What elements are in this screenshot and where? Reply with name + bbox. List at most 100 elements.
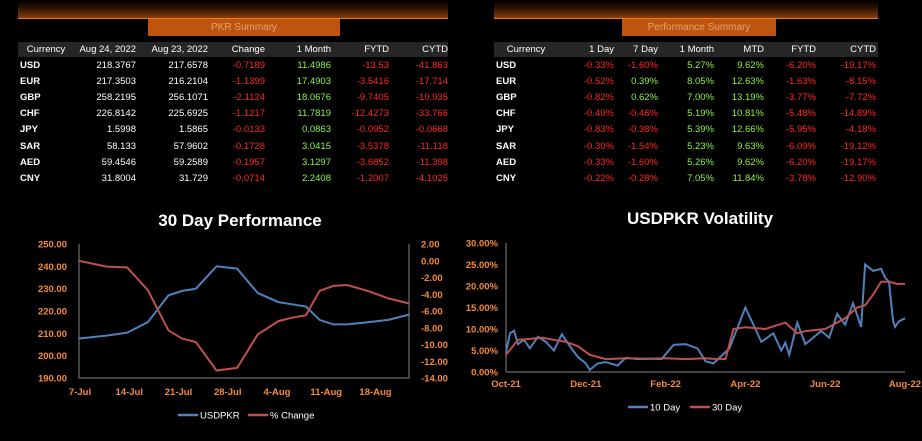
value-cell: -1.1217 <box>232 108 265 120</box>
y-tick-label: 15.00% <box>466 303 499 314</box>
value-cell: 217.6578 <box>168 59 208 71</box>
table-row: AED -0.33% -1.60% 5.26% 9.62% -6.20% -19.17% <box>496 154 876 170</box>
column-header: FYTD <box>364 44 389 55</box>
value-cell: -3.6852 <box>356 156 389 168</box>
currency-cell: JPY <box>496 124 514 136</box>
value-cell: -4.18% <box>845 124 876 136</box>
value-cell: -19.12% <box>840 140 876 152</box>
value-cell: 226.8142 <box>96 108 136 120</box>
value-cell: 218.3767 <box>96 59 136 71</box>
currency-cell: USD <box>496 59 517 71</box>
x-tick-label: Oct-21 <box>491 379 521 390</box>
performance-summary-header-strip <box>494 42 878 57</box>
value-cell: -1.2007 <box>356 172 389 184</box>
y-right-tick-label: -4.00 <box>421 290 443 301</box>
series-line-usdpkr <box>78 265 410 340</box>
x-tick-label: 21-Jul <box>165 387 192 398</box>
value-cell: -1.54% <box>627 140 658 152</box>
currency-cell: SAR <box>496 140 517 152</box>
table-row: AED 59.4546 59.2589 -0.1957 3.1297 -3.6852 -11… <box>20 154 448 170</box>
x-tick-label: Apr-22 <box>730 379 760 390</box>
value-cell: -1.63% <box>785 75 816 87</box>
table-row: SAR -0.30% -1.54% 5.23% 9.63% -6.09% -19.12% <box>496 138 876 154</box>
series-line-10-day <box>505 262 906 372</box>
value-cell: -41.863 <box>415 59 448 71</box>
value-cell: -0.0668 <box>415 124 448 136</box>
currency-cell: CNY <box>20 172 41 184</box>
value-cell: -5.48% <box>785 108 816 120</box>
value-cell: 5.39% <box>687 124 714 136</box>
x-tick-label: 14-Jul <box>116 387 143 398</box>
table-row: SAR 58.133 57.9602 -0.1728 3.0415 -3.5378 -11.… <box>20 138 448 154</box>
value-cell: -0.7189 <box>232 59 265 71</box>
y-right-tick-label: 2.00 <box>421 240 440 251</box>
table-row: GBP 258.2195 256.1071 -2.1124 18.0676 -9.7405… <box>20 89 448 105</box>
value-cell: 1.5998 <box>106 124 136 136</box>
x-tick-label: 11-Aug <box>310 387 342 398</box>
value-cell: -12.4273 <box>351 108 389 120</box>
y-right-tick-label: 0.00 <box>421 256 440 267</box>
value-cell: -1.60% <box>627 59 658 71</box>
value-cell: 12.63% <box>731 75 764 87</box>
x-tick-label: Dec-21 <box>570 379 602 390</box>
value-cell: -14.89% <box>840 108 876 120</box>
column-header: CYTD <box>422 44 448 55</box>
legend-label: % Change <box>270 411 314 422</box>
table-row: EUR -0.52% 0.39% 8.05% 12.63% -1.63% -8.15% <box>496 73 876 89</box>
y-left-tick-label: 200.00 <box>38 351 67 362</box>
value-cell: 8.05% <box>687 75 714 87</box>
table-row: CHF 226.8142 225.6925 -1.1217 11.7819 -12.427… <box>20 106 448 122</box>
value-cell: 217.3503 <box>96 75 136 87</box>
value-cell: 7.00% <box>687 91 714 103</box>
chart-30-day-performance: 190.00 200.00 210.00 220.00 230.00 240.00 250.… <box>38 240 448 422</box>
value-cell: 17.4903 <box>296 75 331 87</box>
value-cell: 11.4986 <box>297 59 331 71</box>
table-row: CNY -0.22% -0.28% 7.05% 11.84% -3.78% -12.90% <box>496 170 876 186</box>
value-cell: -0.0952 <box>356 124 389 136</box>
currency-cell: CNY <box>496 172 517 184</box>
value-cell: -12.90% <box>840 172 876 184</box>
pkr-summary-banner <box>18 0 448 19</box>
value-cell: -11.118 <box>417 140 448 152</box>
chart-title-30-day-performance: 30 Day Performance <box>158 211 322 230</box>
value-cell: 59.4546 <box>101 156 136 168</box>
value-cell: -0.1728 <box>232 140 265 152</box>
table-row: USD 218.3767 217.6578 -0.7189 11.4986 -13.53 -… <box>20 57 448 73</box>
value-cell: -0.49% <box>583 108 614 120</box>
value-cell: -0.1957 <box>232 156 265 168</box>
y-tick-label: 0.00% <box>471 368 498 379</box>
y-right-tick-label: -10.00 <box>421 340 448 351</box>
value-cell: 225.6925 <box>168 108 208 120</box>
value-cell: 11.84% <box>732 172 764 184</box>
value-cell: -0.22% <box>583 172 614 184</box>
value-cell: -19.17% <box>840 156 876 168</box>
value-cell: 5.27% <box>687 59 714 71</box>
currency-cell: GBP <box>20 91 41 103</box>
x-tick-label: Feb-22 <box>650 379 681 390</box>
value-cell: -0.0714 <box>232 172 265 184</box>
value-cell: 256.1071 <box>168 91 208 103</box>
value-cell: 258.2195 <box>96 91 136 103</box>
value-cell: 59.2589 <box>173 156 208 168</box>
value-cell: 18.0676 <box>296 91 331 103</box>
value-cell: 11.7819 <box>297 108 331 120</box>
value-cell: 3.0415 <box>301 140 331 152</box>
value-cell: -0.38% <box>627 124 658 136</box>
value-cell: 9.62% <box>737 156 764 168</box>
table-row: JPY -0.83% -0.38% 5.39% 12.66% -5.95% -4.18% <box>496 122 876 138</box>
currency-cell: JPY <box>20 124 38 136</box>
column-header: MTD <box>743 44 764 55</box>
pkr-summary-title: PKR Summary <box>148 19 340 36</box>
value-cell: -0.52% <box>583 75 614 87</box>
series-line--change <box>78 259 410 372</box>
y-right-tick-label: -2.00 <box>421 273 443 284</box>
value-cell: 2.2408 <box>301 172 331 184</box>
y-left-tick-label: 190.00 <box>38 374 67 385</box>
value-cell: -0.82% <box>583 91 614 103</box>
value-cell: -3.78% <box>785 172 816 184</box>
value-cell: 3.1297 <box>301 156 331 168</box>
value-cell: -1.60% <box>627 156 658 168</box>
currency-cell: CHF <box>20 108 40 120</box>
performance-summary-table: Currency 1 Day 7 Day 1 Month MTD FYTD CYTD USD… <box>496 42 876 187</box>
